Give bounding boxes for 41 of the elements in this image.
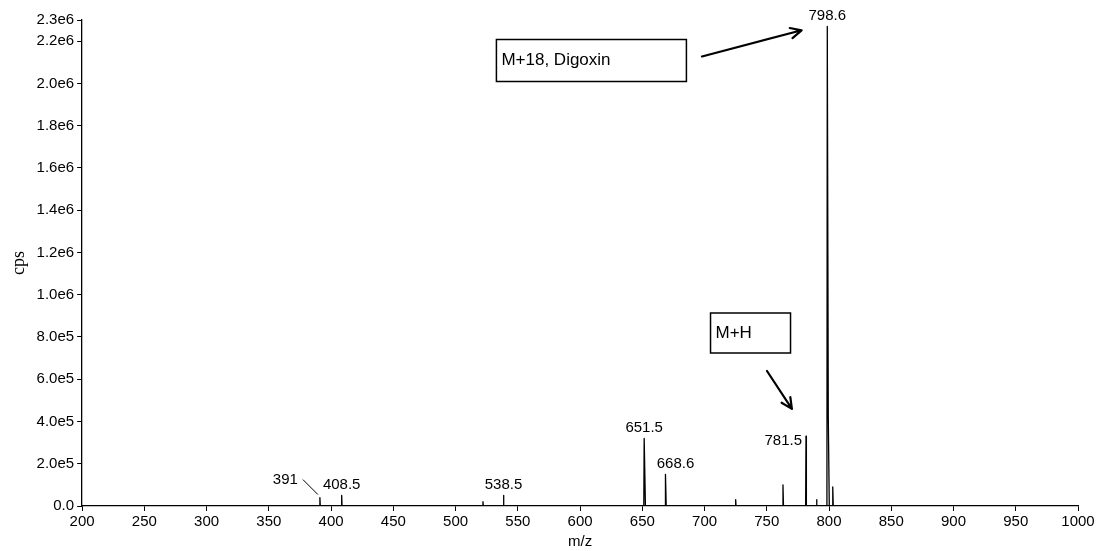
y-tick-label: 8.0e5: [36, 327, 75, 345]
x-tick-label: 800: [816, 512, 842, 530]
annotation: 798.6: [808, 5, 847, 23]
annotation: 408.5: [322, 475, 361, 493]
x-tick-label: 200: [69, 512, 95, 530]
x-tick-label: 350: [256, 512, 282, 530]
x-tick-label: 250: [131, 512, 157, 530]
y-tick-label: 4.0e5: [36, 411, 75, 429]
y-tick-label: 1.4e6: [36, 200, 75, 218]
annotation: 668.6: [656, 453, 695, 471]
x-tick-label: 300: [194, 512, 220, 530]
annotation: 651.5: [625, 418, 663, 436]
x-tick-label: 750: [754, 512, 780, 530]
x-tick-label: 950: [1003, 512, 1029, 530]
y-axis-title: cps: [7, 251, 28, 275]
x-tick-label: 600: [567, 512, 593, 530]
y-tick-label: 2.2e6: [36, 31, 75, 49]
annotation: 781.5: [764, 430, 802, 448]
y-tick-label: 1.0e6: [36, 284, 75, 302]
x-tick-label: 450: [380, 512, 406, 530]
y-tick-label: 6.0e5: [36, 369, 75, 387]
x-tick-label: 850: [878, 512, 904, 530]
x-tick-label: 500: [443, 512, 469, 530]
x-tick-label: 400: [318, 512, 344, 530]
y-tick-label: 1.8e6: [36, 115, 75, 133]
y-tick-label: 2.0e5: [36, 453, 75, 471]
y-tick-label: 2.0e6: [36, 73, 75, 91]
x-tick-label: 550: [505, 512, 531, 530]
x-tick-label: 650: [629, 512, 655, 530]
x-tick-label: 700: [692, 512, 718, 530]
annotation: 538.5: [484, 475, 523, 493]
annotation: M+18, Digoxin: [501, 50, 611, 70]
y-tick-label: 1.2e6: [36, 242, 75, 260]
annotation: M+H: [715, 322, 752, 342]
x-tick-label: 1000: [1061, 512, 1095, 530]
annotation: 391: [272, 470, 298, 488]
y-tick-label: 2.3e6: [36, 10, 75, 28]
y-tick-label: 1.6e6: [36, 158, 75, 176]
x-tick-label: 900: [941, 512, 967, 530]
x-axis-title: m/z: [567, 532, 593, 550]
y-tick-label: 0.0: [53, 496, 75, 514]
